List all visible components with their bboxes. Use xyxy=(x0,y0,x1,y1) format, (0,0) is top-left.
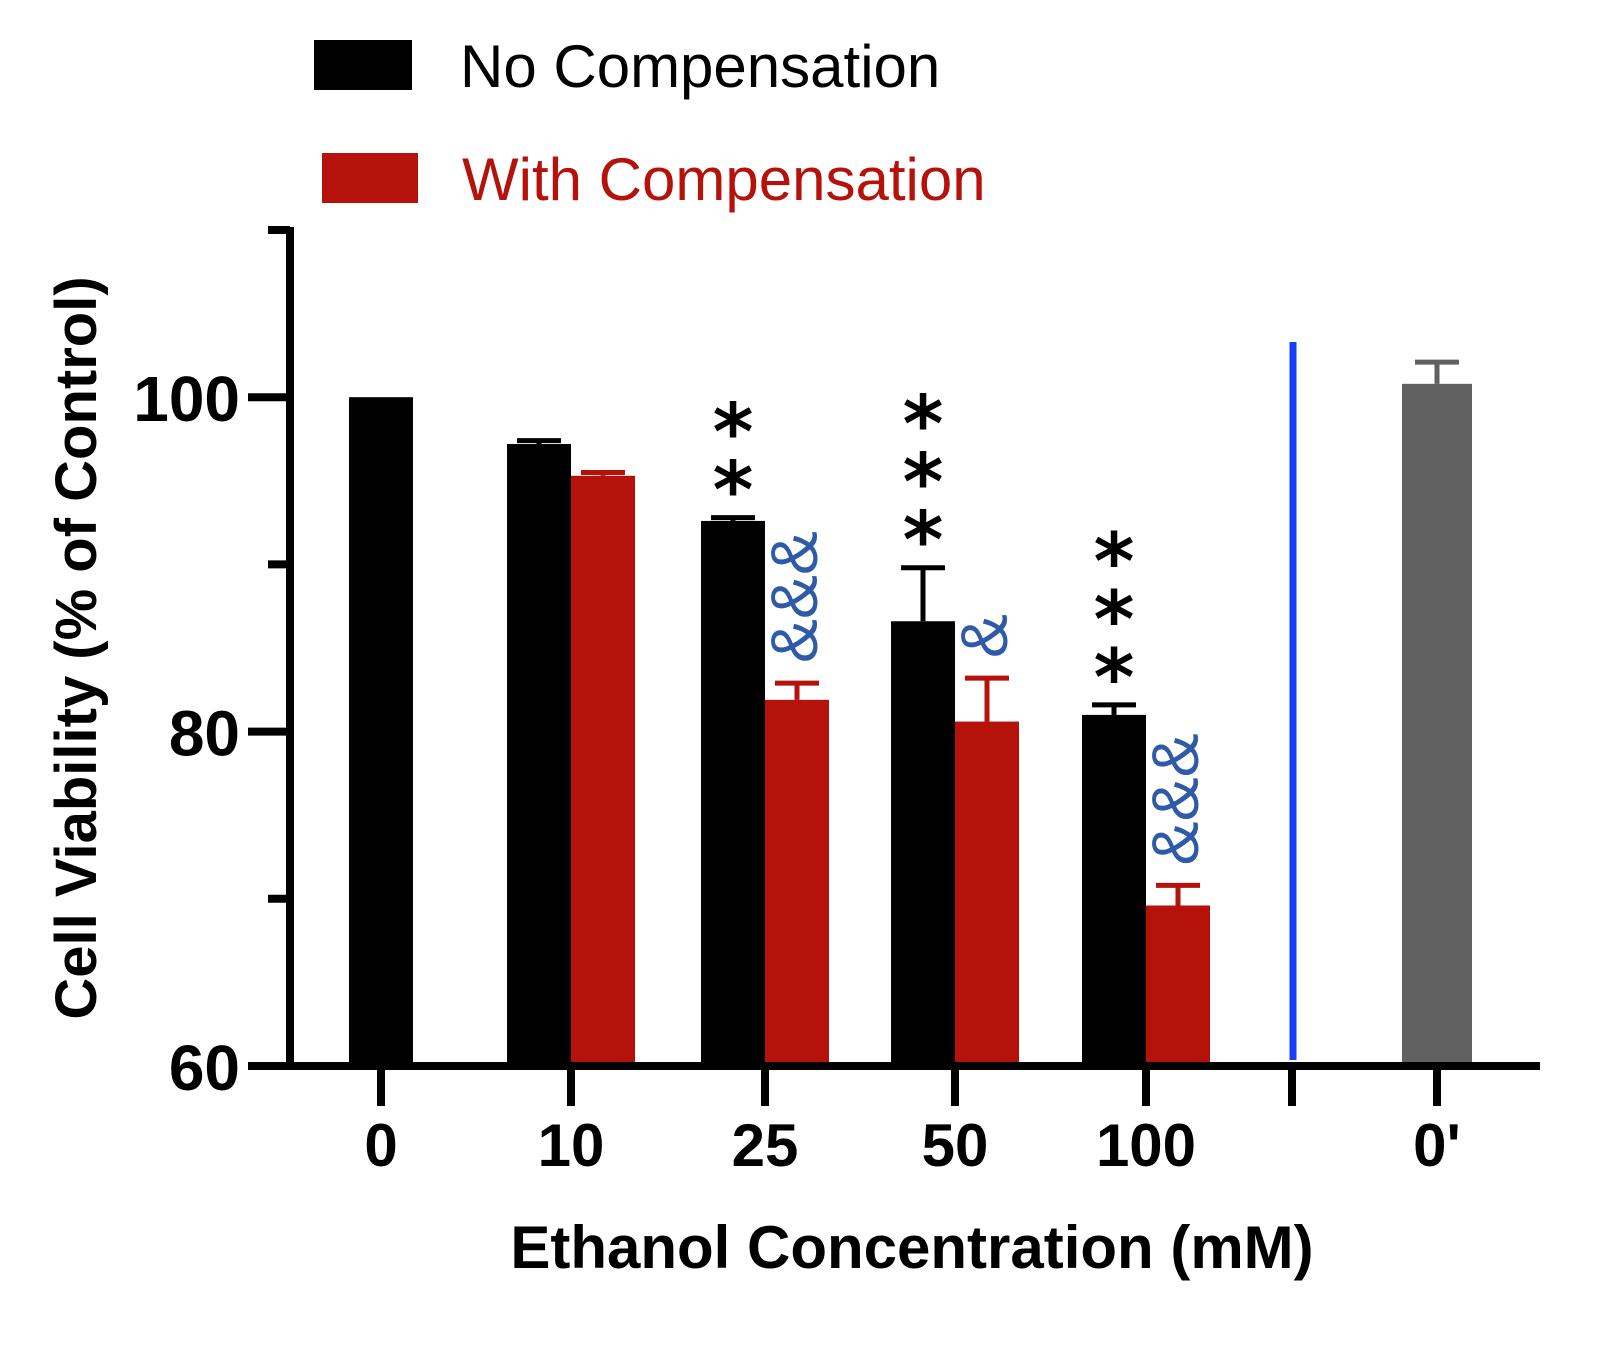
bar-no-comp-50 xyxy=(891,621,955,1066)
x-tick-label: 10 xyxy=(538,1112,605,1179)
significance-ampersand: &&& xyxy=(757,531,831,663)
bar-no-comp-10 xyxy=(507,444,571,1066)
bar-with-comp-25 xyxy=(765,699,829,1066)
significance-star: * xyxy=(1094,576,1135,666)
significance-star: * xyxy=(713,389,754,479)
y-axis-title: Cell Viability (% of Control) xyxy=(44,276,109,1019)
legend-swatch-no-comp xyxy=(314,40,412,90)
significance-ampersand: & xyxy=(947,614,1021,658)
significance-star: * xyxy=(1094,518,1135,608)
x-tick-label: 0' xyxy=(1413,1112,1461,1179)
legend-swatch-with-comp xyxy=(322,153,418,203)
significance-star: * xyxy=(1094,634,1135,724)
legend-label-with-comp: With Compensation xyxy=(462,146,986,213)
bar-control-0' xyxy=(1402,383,1472,1067)
bar-no-comp-25 xyxy=(701,520,765,1066)
bar-with-comp-10 xyxy=(571,475,635,1066)
x-axis-title: Ethanol Concentration (mM) xyxy=(510,1214,1313,1281)
significance-star: * xyxy=(713,447,754,537)
bar-no-comp-100 xyxy=(1082,714,1146,1066)
x-tick-label: 50 xyxy=(922,1112,989,1179)
significance-star: * xyxy=(903,381,944,471)
y-tick-label: 80 xyxy=(169,698,240,770)
significance-ampersand: &&& xyxy=(1138,733,1212,865)
legend-label-no-comp: No Compensation xyxy=(460,33,940,100)
x-tick-label: 100 xyxy=(1096,1112,1196,1179)
significance-star: * xyxy=(903,497,944,587)
y-tick-label: 60 xyxy=(169,1032,240,1104)
bar-no-comp-0 xyxy=(349,397,413,1066)
x-tick-label: 0 xyxy=(364,1112,397,1179)
significance-star: * xyxy=(903,439,944,529)
bar-with-comp-100 xyxy=(1146,905,1210,1066)
x-tick-label: 25 xyxy=(732,1112,799,1179)
y-tick-label: 100 xyxy=(133,363,240,435)
bar-with-comp-50 xyxy=(955,721,1019,1066)
